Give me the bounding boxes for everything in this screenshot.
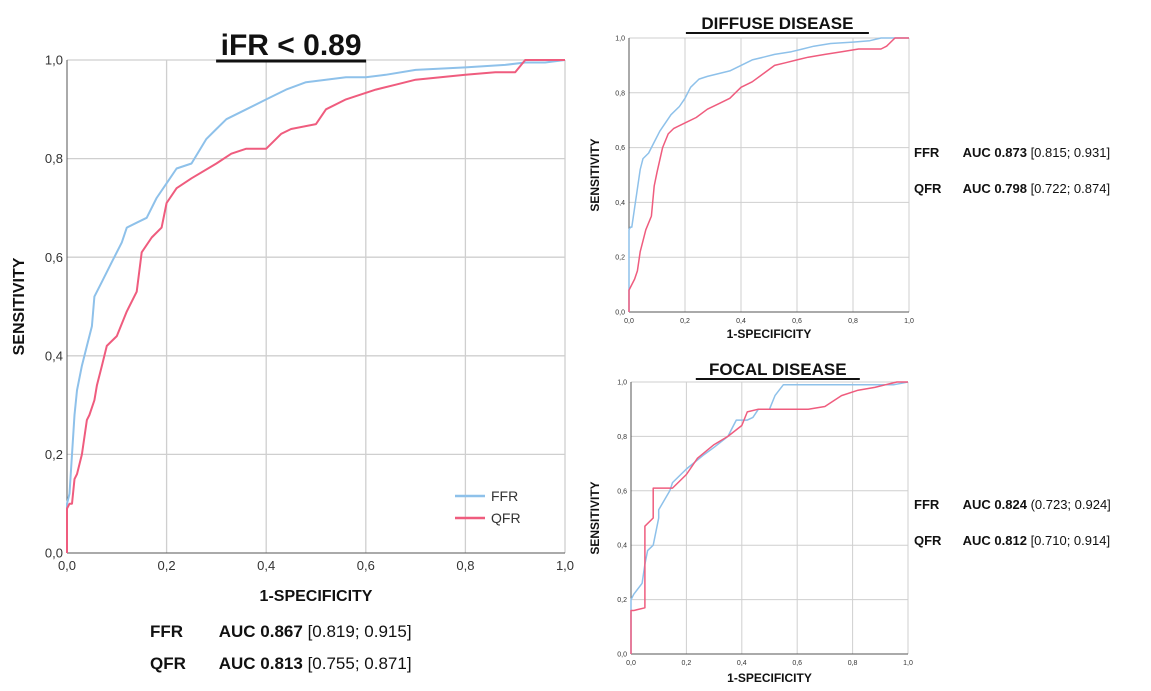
series-line-red [630, 381, 908, 654]
auc-metric-label: FFR [914, 497, 940, 512]
auc-metric-label: QFR [914, 181, 942, 196]
auc-value: AUC 0.813 [218, 654, 303, 673]
x-axis-label: 1-SPECIFICITY [260, 588, 373, 605]
auc-ci: [0.755; 0.871] [307, 654, 412, 673]
auc-annotation-qfr-focal: QFR AUC 0.812 [0.710; 0.914] [914, 533, 1110, 548]
y-tick-label: 0,8 [617, 434, 627, 441]
chart-title: FOCAL DISEASE [709, 360, 847, 379]
series-line-ffr [66, 59, 566, 553]
x-tick-label: 0,0 [624, 318, 634, 325]
auc-metric-label: FFR [914, 145, 940, 160]
x-tick-label: 0,6 [792, 660, 802, 667]
y-tick-label: 0,8 [615, 90, 625, 97]
y-tick-label: 0,4 [45, 348, 63, 363]
legend-label-qfr: QFR [491, 510, 521, 526]
y-tick-label: 0,2 [617, 597, 627, 604]
y-axis-label: SENSITIVITY [11, 257, 28, 355]
auc-metric-label: QFR [914, 533, 942, 548]
series-line-blue [628, 37, 909, 312]
chart-title: iFR < 0.89 [221, 29, 362, 62]
roc-chart-focal: 0,0 0,2 0,4 0,6 0,8 1,0 0,0 0,2 0,4 0,6 0,8 1,0 FOCA… [588, 360, 913, 685]
legend: FFR QFR [455, 488, 521, 526]
auc-annotation-ffr-focal: FFR AUC 0.824 (0.723; 0.924] [914, 497, 1111, 512]
auc-ci: [0.722; 0.874] [1030, 181, 1111, 196]
y-tick-label: 0,4 [617, 543, 627, 550]
y-tick-label: 0,0 [45, 546, 63, 561]
x-tick-label: 0,0 [626, 660, 636, 667]
auc-value: AUC 0.812 [962, 533, 1027, 548]
y-tick-label: 0,6 [45, 250, 63, 265]
roc-chart-diffuse: 0,0 0,2 0,4 0,6 0,8 1,0 0,0 0,2 0,4 0,6 0,8 1,0 DIFF… [588, 14, 914, 341]
x-tick-label: 0,8 [848, 660, 858, 667]
x-tick-label: 0,6 [357, 558, 375, 573]
auc-annotation-qfr-main: QFR AUC 0.813 [0.755; 0.871] [150, 654, 412, 674]
auc-annotation-ffr-diffuse: FFR AUC 0.873 [0.815; 0.931] [914, 145, 1110, 160]
y-tick-label: 1,0 [45, 53, 63, 68]
y-tick-label: 0,8 [45, 151, 63, 166]
x-tick-label: 0,4 [257, 558, 275, 573]
x-tick-label: 0,8 [456, 558, 474, 573]
y-tick-label: 0,6 [617, 488, 627, 495]
x-tick-label: 1,0 [904, 318, 914, 325]
y-tick-label: 0,2 [45, 447, 63, 462]
y-axis-label: SENSITIVITY [588, 138, 602, 211]
series-line-blue [630, 381, 909, 654]
x-axis-label: 1-SPECIFICITY [727, 327, 812, 341]
series-line-red [628, 37, 909, 312]
series-line-qfr [66, 59, 565, 553]
y-tick-label: 1,0 [617, 379, 627, 386]
y-tick-label: 0,4 [615, 200, 625, 207]
x-tick-label: 0,6 [792, 318, 802, 325]
x-axis-label: 1-SPECIFICITY [727, 671, 812, 685]
auc-ci: (0.723; 0.924] [1030, 497, 1111, 512]
roc-chart-main: 0,0 0,2 0,4 0,6 0,8 1,0 0,0 0,2 0,4 0,6 0,8 1,0 iFR … [11, 29, 574, 605]
auc-ci: [0.819; 0.915] [307, 622, 412, 641]
auc-metric-label: FFR [150, 622, 184, 641]
auc-ci: [0.815; 0.931] [1030, 145, 1111, 160]
x-tick-label: 0,2 [682, 660, 692, 667]
auc-value: AUC 0.867 [218, 622, 303, 641]
y-tick-label: 0,2 [615, 255, 625, 262]
x-tick-label: 1,0 [556, 558, 574, 573]
x-tick-label: 0,2 [158, 558, 176, 573]
y-axis-label: SENSITIVITY [588, 481, 602, 554]
y-tick-label: 0,0 [615, 309, 625, 316]
auc-value: AUC 0.824 [962, 497, 1027, 512]
x-tick-label: 1,0 [903, 660, 913, 667]
legend-label-ffr: FFR [491, 488, 518, 504]
x-tick-label: 0,0 [58, 558, 76, 573]
x-tick-label: 0,8 [848, 318, 858, 325]
y-tick-label: 0,6 [615, 145, 625, 152]
y-tick-label: 0,0 [617, 651, 627, 658]
auc-annotation-ffr-main: FFR AUC 0.867 [0.819; 0.915] [150, 622, 412, 642]
auc-value: AUC 0.798 [962, 181, 1027, 196]
y-tick-label: 1,0 [615, 35, 625, 42]
x-tick-label: 0,4 [736, 318, 746, 325]
auc-ci: [0.710; 0.914] [1030, 533, 1111, 548]
auc-annotation-qfr-diffuse: QFR AUC 0.798 [0.722; 0.874] [914, 181, 1110, 196]
auc-value: AUC 0.873 [962, 145, 1027, 160]
x-tick-label: 0,4 [737, 660, 747, 667]
chart-title: DIFFUSE DISEASE [701, 14, 853, 33]
auc-metric-label: QFR [150, 654, 186, 673]
x-tick-label: 0,2 [680, 318, 690, 325]
